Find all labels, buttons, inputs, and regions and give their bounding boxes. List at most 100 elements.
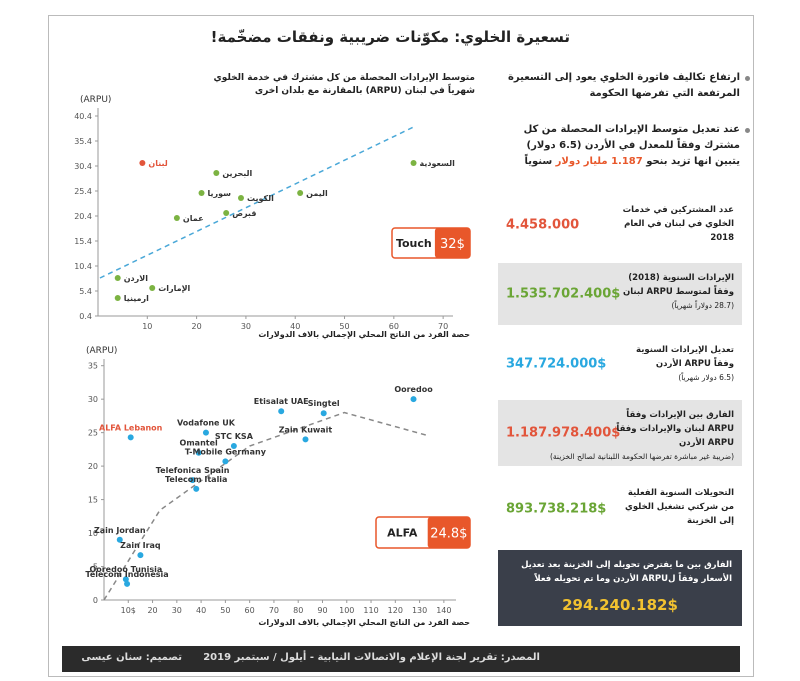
x-tick-label: 90 xyxy=(317,606,327,615)
data-point xyxy=(320,410,327,417)
y-axis-label: (ARPU) xyxy=(86,346,117,356)
x-tick-label: 70 xyxy=(269,606,279,615)
trend-line xyxy=(99,126,414,279)
y-axis-label: (ARPU) xyxy=(80,95,111,105)
panel-value: 893.738.218$ xyxy=(506,501,607,517)
y-tick-label: 30.4 xyxy=(74,162,92,171)
data-point xyxy=(198,190,205,196)
point-label: سوريا xyxy=(208,189,232,198)
data-point xyxy=(195,449,202,456)
y-tick-label: 0.4 xyxy=(79,312,92,321)
y-tick-label: 25 xyxy=(88,429,98,438)
point-label: Telefonica Spain xyxy=(156,466,230,475)
y-tick-label: 20 xyxy=(88,462,98,471)
data-point xyxy=(127,434,134,441)
footer-source: المصدر: تقرير لجنة الإعلام والاتصالات ال… xyxy=(203,652,540,663)
y-tick-label: 35 xyxy=(88,362,98,371)
panel: 893.738.218$ التحويلات السنوية الفعلية من… xyxy=(498,478,742,540)
badge-value-box xyxy=(427,517,470,548)
x-tick-label: 30 xyxy=(241,322,251,331)
panel-value: 4.458.000 xyxy=(506,217,580,233)
point-label: السعودية xyxy=(420,159,456,168)
x-tick-label: 120 xyxy=(388,606,403,615)
x-tick-label: 130 xyxy=(412,606,427,615)
data-point xyxy=(230,443,237,450)
point-label: Zain Kuwait xyxy=(279,425,333,434)
badge-value: 24.8$ xyxy=(430,527,467,542)
badge-value-box xyxy=(434,228,470,258)
x-tick-label: 10 xyxy=(142,322,152,331)
x-axis-label: حصة الفرد من الناتج المحلي الإجمالي بالا… xyxy=(258,330,470,339)
badge-name: Touch xyxy=(396,237,432,250)
x-tick-label: 50 xyxy=(220,606,230,615)
panel-text: تعديل الإيرادات السنوية وفقاً ARPU الأرد… xyxy=(636,345,734,369)
y-tick-label: 5 xyxy=(93,563,98,572)
point-label: STC KSA xyxy=(215,432,254,441)
x-tick-label: 60 xyxy=(389,322,399,331)
badge-value: 32$ xyxy=(440,237,465,252)
data-point xyxy=(149,285,156,291)
summary-value: 294.240.182$ xyxy=(562,596,678,614)
panel-note: (6.5 دولار شهرياً) xyxy=(678,373,734,382)
panel-note: (ضريبة غير مباشرة تفرضها الحكومة اللبنان… xyxy=(549,452,734,461)
data-point xyxy=(222,458,229,465)
y-tick-label: 30 xyxy=(88,395,98,404)
panel: 1.535.702.400$ الإيرادات السنوية (2018) و… xyxy=(498,263,742,325)
point-label: Vodafone UK xyxy=(177,419,236,428)
y-tick-label: 35.4 xyxy=(74,137,92,146)
panel-value: 1.187.978.400$ xyxy=(506,425,621,441)
data-point xyxy=(137,552,144,559)
data-point xyxy=(237,195,244,201)
summary-text: الفارق بين ما يفترض تحويله إلى الخزينة ب… xyxy=(521,560,732,584)
trend-line xyxy=(103,411,430,601)
y-tick-label: 10 xyxy=(88,529,98,538)
footer-design: تصميم: سنان عيسى xyxy=(81,652,182,663)
point-label: Zain Jordan xyxy=(94,526,146,535)
point-label: Singtel xyxy=(308,399,340,408)
data-point xyxy=(297,190,304,196)
point-label: الكويت xyxy=(247,194,274,203)
data-point xyxy=(278,408,285,415)
bullet: ارتفاع تكاليف فاتورة الخلوي يعود إلى الت… xyxy=(500,70,750,102)
panel-value: 347.724.000$ xyxy=(506,356,607,372)
data-point xyxy=(122,576,129,583)
point-label: Telecom Indonesia xyxy=(85,570,168,579)
data-point xyxy=(223,210,230,216)
panel-note: (28.7 دولاراً شهرياً) xyxy=(671,301,734,310)
bullet-text: عند تعديل متوسط الإيرادات المحصلة من كل … xyxy=(523,124,740,167)
panel-text: تعديل الإيرادات السنوية وفقاً ARPU الأرد… xyxy=(614,343,734,385)
data-point xyxy=(193,485,200,492)
charts: (ARPU) 0.4 5.4 10.4 15.4 20.4 25.4 30.4 35.4 40.4… xyxy=(74,95,471,615)
point-label: قبرص xyxy=(232,209,256,219)
bullet-text: ارتفاع تكاليف فاتورة الخلوي يعود إلى الت… xyxy=(508,72,740,99)
point-label: Telecom Italia xyxy=(165,475,227,484)
point-label: لبنان xyxy=(148,159,167,168)
point-label: ALFA Lebanon xyxy=(99,423,163,432)
y-tick-label: 0 xyxy=(93,596,98,605)
x-tick-label: 10$ xyxy=(121,606,136,615)
panel: 1.187.978.400$ الفارق بين الإيرادات وفقاً… xyxy=(498,400,742,466)
panel-text: الإيرادات السنوية (2018) وفقاً لمتوسط AR… xyxy=(614,271,734,313)
panel: 4.458.000 عدد المشتركين في خدمات الخلوي ف… xyxy=(498,195,742,255)
point-label: البحرين xyxy=(222,169,252,178)
y-tick-label: 25.4 xyxy=(74,187,92,196)
footer: المصدر: تقرير لجنة الإعلام والاتصالات ال… xyxy=(62,646,740,672)
data-point xyxy=(410,396,417,403)
y-tick-label: 10.4 xyxy=(74,262,92,271)
data-point xyxy=(213,170,220,176)
point-label: الاردن xyxy=(124,274,148,283)
x-tick-label: 100 xyxy=(339,606,354,615)
point-label: Zain Iraq xyxy=(120,541,161,550)
point-label: Ooredoo Tunisia xyxy=(89,565,162,574)
data-point xyxy=(139,160,146,166)
bullet: عند تعديل متوسط الإيرادات المحصلة من كل … xyxy=(500,122,750,170)
x-tick-label: 70 xyxy=(438,322,448,331)
point-label: T-Mobile Germany xyxy=(185,447,267,456)
point-label: عمان xyxy=(183,214,204,223)
point-label: Etisalat UAE xyxy=(254,397,309,406)
x-tick-label: 60 xyxy=(245,606,255,615)
point-label: ارمينيا xyxy=(124,294,149,303)
y-tick-label: 20.4 xyxy=(74,212,92,221)
x-tick-label: 140 xyxy=(436,606,451,615)
